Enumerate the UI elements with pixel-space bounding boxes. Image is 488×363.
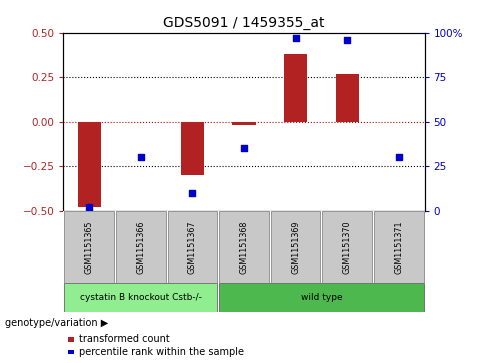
Point — [240, 145, 248, 151]
Bar — [284, 54, 307, 122]
Text: GSM1151367: GSM1151367 — [188, 220, 197, 274]
Bar — [336, 74, 359, 122]
Text: wild type: wild type — [301, 293, 342, 302]
Bar — [78, 122, 101, 207]
Bar — [64, 211, 114, 283]
Bar — [374, 211, 424, 283]
Text: GSM1151368: GSM1151368 — [240, 220, 248, 274]
Bar — [64, 283, 217, 312]
Bar — [181, 122, 204, 175]
Point — [292, 35, 300, 41]
Point — [395, 154, 403, 160]
Text: percentile rank within the sample: percentile rank within the sample — [79, 347, 244, 357]
Point — [343, 37, 351, 43]
Bar — [271, 211, 320, 283]
Bar — [116, 211, 165, 283]
Bar — [323, 211, 372, 283]
Bar — [219, 211, 269, 283]
Text: GSM1151370: GSM1151370 — [343, 220, 352, 274]
Text: GSM1151365: GSM1151365 — [85, 220, 94, 274]
Text: GSM1151366: GSM1151366 — [136, 220, 145, 274]
Point — [85, 204, 93, 210]
Text: genotype/variation ▶: genotype/variation ▶ — [5, 318, 108, 328]
Bar — [219, 283, 424, 312]
Text: GSM1151371: GSM1151371 — [394, 220, 403, 274]
Text: GSM1151369: GSM1151369 — [291, 220, 300, 274]
Text: transformed count: transformed count — [79, 334, 170, 344]
Point — [188, 190, 196, 196]
Text: cystatin B knockout Cstb-/-: cystatin B knockout Cstb-/- — [80, 293, 202, 302]
Point — [137, 154, 145, 160]
Bar — [232, 122, 256, 125]
Bar — [168, 211, 217, 283]
Title: GDS5091 / 1459355_at: GDS5091 / 1459355_at — [163, 16, 325, 30]
